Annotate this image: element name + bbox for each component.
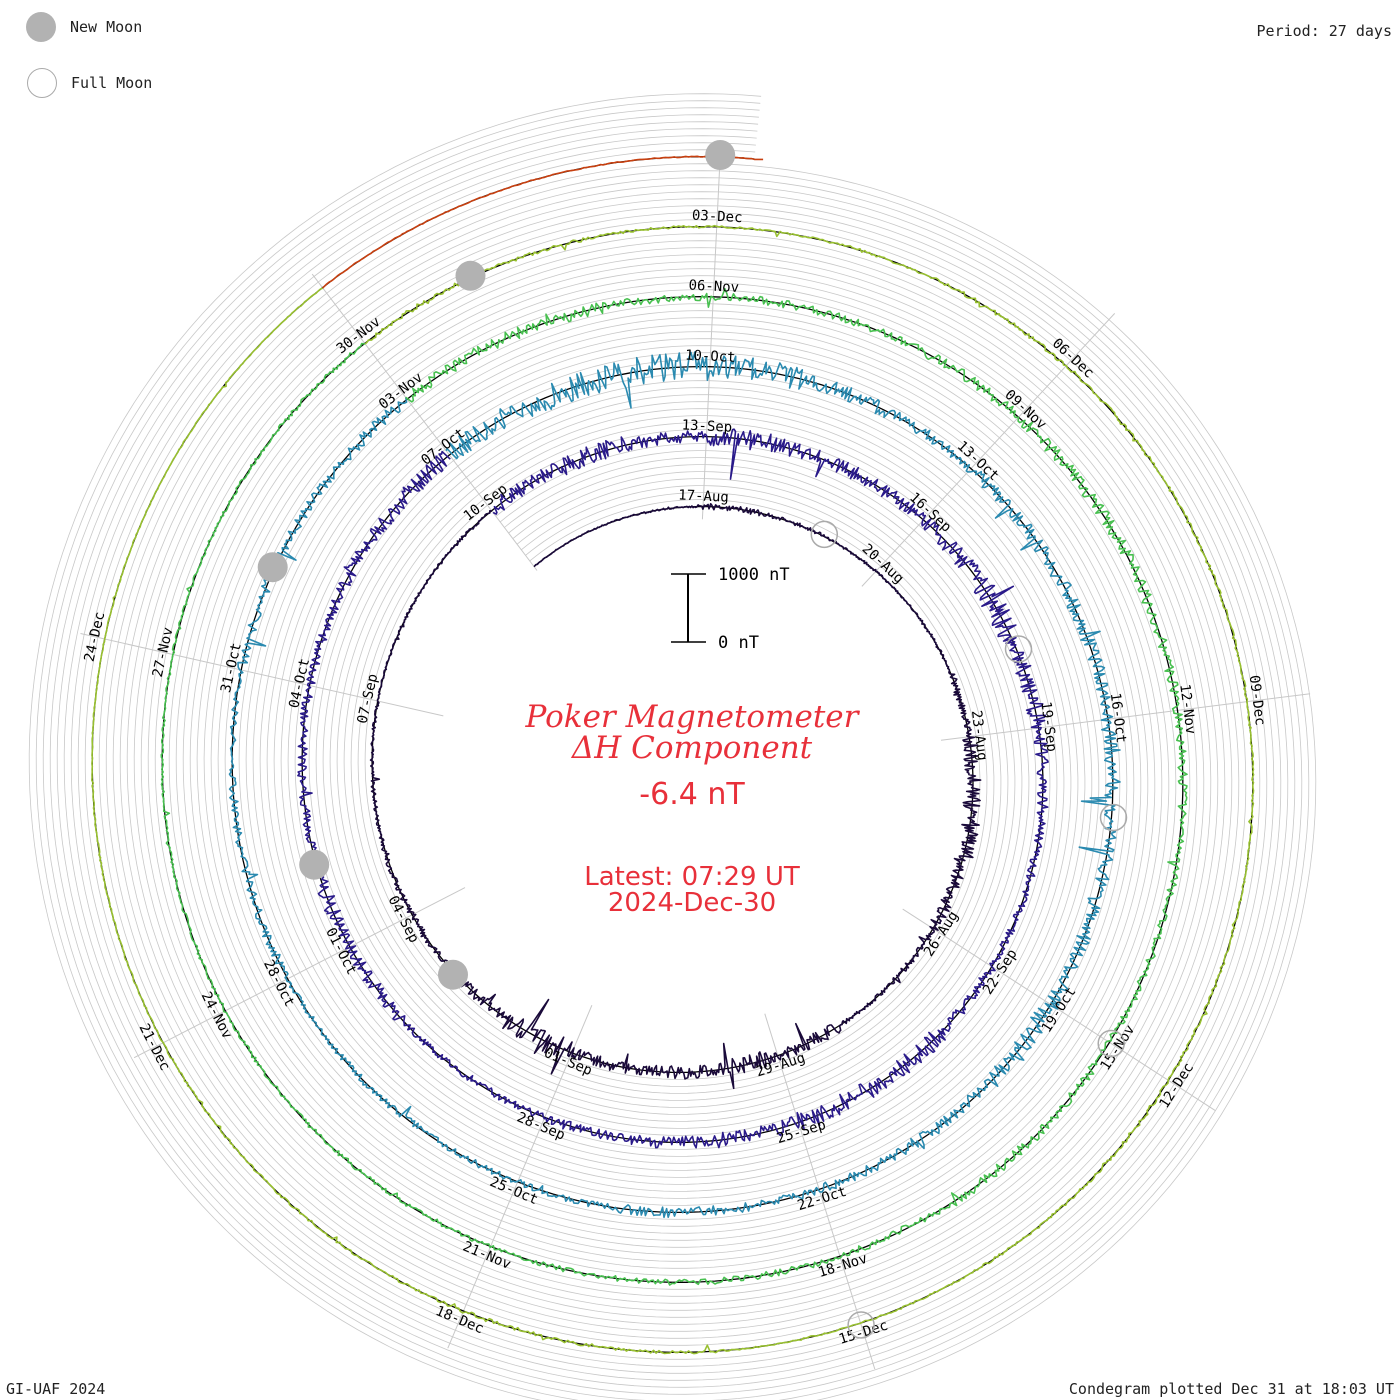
radial-gridline bbox=[80, 633, 444, 717]
full-moon-marker bbox=[1004, 635, 1033, 663]
credit-label: GI-UAF 2024 bbox=[6, 1380, 106, 1398]
center-title-block: Poker Magnetometer ΔH Component -6.4 nT … bbox=[525, 699, 861, 918]
full-moon-marker bbox=[1097, 1029, 1125, 1058]
legend-full-moon: Full Moon bbox=[27, 68, 152, 98]
latest-time: Latest: 07:29 UT bbox=[584, 862, 800, 892]
full-moon-marker bbox=[810, 520, 839, 549]
radial-gridline bbox=[133, 887, 466, 1059]
chart-title-line2: ΔH Component bbox=[571, 730, 813, 766]
moon-layer bbox=[257, 140, 1128, 1339]
scale-top-label: 1000 nT bbox=[718, 565, 790, 585]
date-tick-label: 15-Nov bbox=[1097, 1022, 1138, 1073]
grid-spiral bbox=[42, 107, 1303, 1400]
chart-title-line1: Poker Magnetometer bbox=[525, 699, 861, 735]
full-moon-marker bbox=[847, 1311, 875, 1339]
date-tick-label: 24-Nov bbox=[198, 989, 235, 1041]
date-tick-label: 24-Dec bbox=[82, 610, 109, 663]
radial-gridline bbox=[940, 693, 1311, 741]
new-moon-marker bbox=[455, 260, 486, 291]
date-tick-label: 17-Aug bbox=[678, 487, 729, 505]
date-tick-label: 23-Aug bbox=[968, 709, 990, 761]
legend-new-moon: New Moon bbox=[26, 12, 142, 42]
radial-gridline bbox=[902, 908, 1216, 1112]
date-tick-label: 10-Oct bbox=[685, 347, 736, 365]
data-series-rotation-3 bbox=[228, 351, 1121, 1219]
grid-spiral bbox=[63, 128, 1282, 1381]
grid-spiral bbox=[56, 121, 1289, 1388]
date-tick-label: 16-Oct bbox=[1107, 692, 1129, 744]
date-tick-label: 31-Oct bbox=[218, 641, 245, 694]
period-label: Period: 27 days bbox=[1256, 22, 1392, 40]
radial-gridline bbox=[861, 313, 1116, 587]
data-series-rotation-4 bbox=[160, 288, 1188, 1286]
grid-spiral bbox=[70, 135, 1275, 1374]
new-moon-marker bbox=[299, 849, 330, 880]
grid-layer bbox=[28, 93, 1317, 1400]
scale-bottom-label: 0 nT bbox=[718, 633, 759, 653]
new-moon-marker bbox=[257, 552, 288, 583]
data-series-rotation-1 bbox=[369, 503, 982, 1090]
scale-bar: 1000 nT 0 nT bbox=[671, 565, 790, 653]
latest-date: 2024-Dec-30 bbox=[608, 888, 776, 918]
date-tick-label: 03-Dec bbox=[692, 208, 743, 226]
current-value: -6.4 nT bbox=[639, 777, 745, 812]
new-moon-marker bbox=[438, 959, 468, 990]
grid-spiral bbox=[77, 142, 1268, 1367]
new-moon-marker bbox=[705, 140, 736, 170]
date-tick-label: 12-Nov bbox=[1176, 683, 1198, 735]
date-tick-label: 27-Nov bbox=[150, 626, 177, 679]
legend-full-moon-label: Full Moon bbox=[71, 74, 153, 92]
date-tick-label: 09-Dec bbox=[1246, 674, 1268, 726]
data-series-rotation-5 bbox=[91, 224, 1255, 1355]
grid-spiral bbox=[49, 114, 1296, 1395]
data-series-rotation-2 bbox=[297, 428, 1049, 1149]
radial-gridline bbox=[701, 147, 722, 520]
grid-spiral bbox=[84, 149, 1261, 1360]
data-series-rotation-6 bbox=[322, 155, 764, 289]
date-tick-label: 21-Dec bbox=[136, 1021, 173, 1073]
date-tick-label: 13-Sep bbox=[681, 417, 732, 435]
radial-gridline bbox=[447, 1005, 593, 1349]
date-tick-label: 12-Dec bbox=[1156, 1060, 1197, 1111]
legend-new-moon-label: New Moon bbox=[70, 18, 143, 36]
grid-spiral bbox=[28, 93, 1317, 1400]
date-tick-label: 06-Nov bbox=[688, 278, 739, 296]
grid-spiral bbox=[35, 100, 1310, 1400]
full-moon-marker bbox=[1099, 803, 1128, 832]
series-layer bbox=[91, 155, 1255, 1355]
date-tick-label: 19-Sep bbox=[1037, 701, 1059, 753]
radial-gridline bbox=[311, 273, 538, 571]
new-moon-icon bbox=[26, 12, 56, 42]
full-moon-icon bbox=[27, 68, 57, 98]
plotted-label: Condegram plotted Dec 31 at 18:03 UT bbox=[1068, 1380, 1394, 1398]
